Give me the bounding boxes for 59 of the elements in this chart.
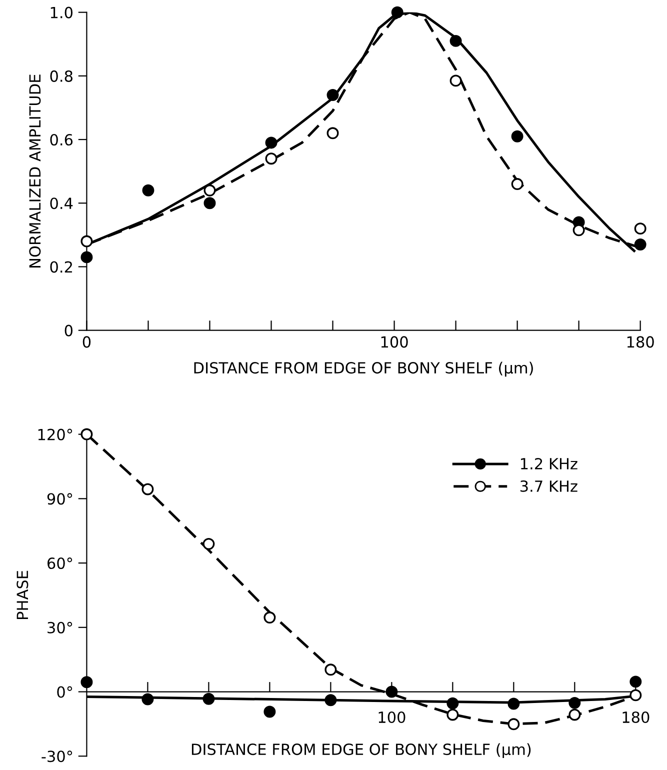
y-tick-label: 90°: [47, 493, 72, 505]
point: [142, 184, 154, 196]
point: [80, 676, 93, 688]
point: [264, 706, 276, 718]
x-axis-title: DISTANCE FROM EDGE OF BONY SHELF (μm): [192, 743, 531, 758]
point: [572, 224, 585, 236]
point: [202, 538, 215, 550]
point: [391, 6, 404, 18]
y-axis-title: NORMALIZED AMPLITUDE: [29, 74, 41, 268]
point: [446, 708, 459, 721]
point: [508, 718, 520, 730]
y-tick-label: 0°: [57, 686, 72, 698]
point: [324, 664, 337, 676]
point: [630, 676, 642, 688]
y-tick-label: 60°: [48, 557, 72, 570]
point: [80, 235, 93, 248]
y-tick-label: 0.2: [50, 261, 72, 273]
x-axis-title: DISTANCE FROM EDGE OF BONY SHELF (μm): [194, 362, 533, 377]
y-tick-label: 0: [64, 324, 72, 336]
x-tick-label: 100: [378, 711, 406, 724]
x-tick-label: 0: [82, 336, 91, 348]
point: [264, 612, 276, 624]
y-tick-label: 0.8: [50, 70, 72, 82]
point: [324, 694, 337, 706]
x-tick-label: 180: [622, 711, 650, 724]
point: [204, 184, 216, 196]
x-tick-label: 100: [381, 336, 408, 348]
point: [265, 136, 278, 149]
point: [386, 686, 398, 698]
point: [568, 708, 581, 721]
point: [450, 74, 462, 87]
point: [450, 34, 462, 47]
legend-label: 3.7 KHz: [520, 480, 578, 492]
point: [80, 251, 93, 264]
point: [142, 483, 154, 496]
y-tick-label: 0.4: [50, 198, 73, 210]
point: [202, 692, 215, 705]
x-tick-label: 180: [627, 336, 654, 348]
point: [204, 197, 216, 210]
point: [568, 696, 581, 709]
point: [630, 689, 642, 702]
point: [446, 697, 459, 710]
point: [511, 130, 524, 142]
point: [634, 222, 646, 235]
point: [508, 698, 520, 710]
point: [326, 89, 339, 101]
point: [326, 127, 339, 140]
y-tick-label: -30°: [42, 750, 72, 762]
point: [142, 693, 154, 706]
y-tick-label: 30°: [48, 622, 72, 634]
y-tick-label: 0.6: [50, 134, 73, 146]
point: [265, 152, 278, 165]
y-tick-label: 1.0: [50, 6, 72, 18]
point: [80, 428, 93, 440]
y-tick-label: 120°: [38, 428, 72, 440]
legend-label: 1.2 KHz: [520, 458, 578, 470]
point: [634, 238, 646, 250]
point: [511, 178, 524, 190]
y-axis-title: PHASE: [16, 570, 28, 619]
